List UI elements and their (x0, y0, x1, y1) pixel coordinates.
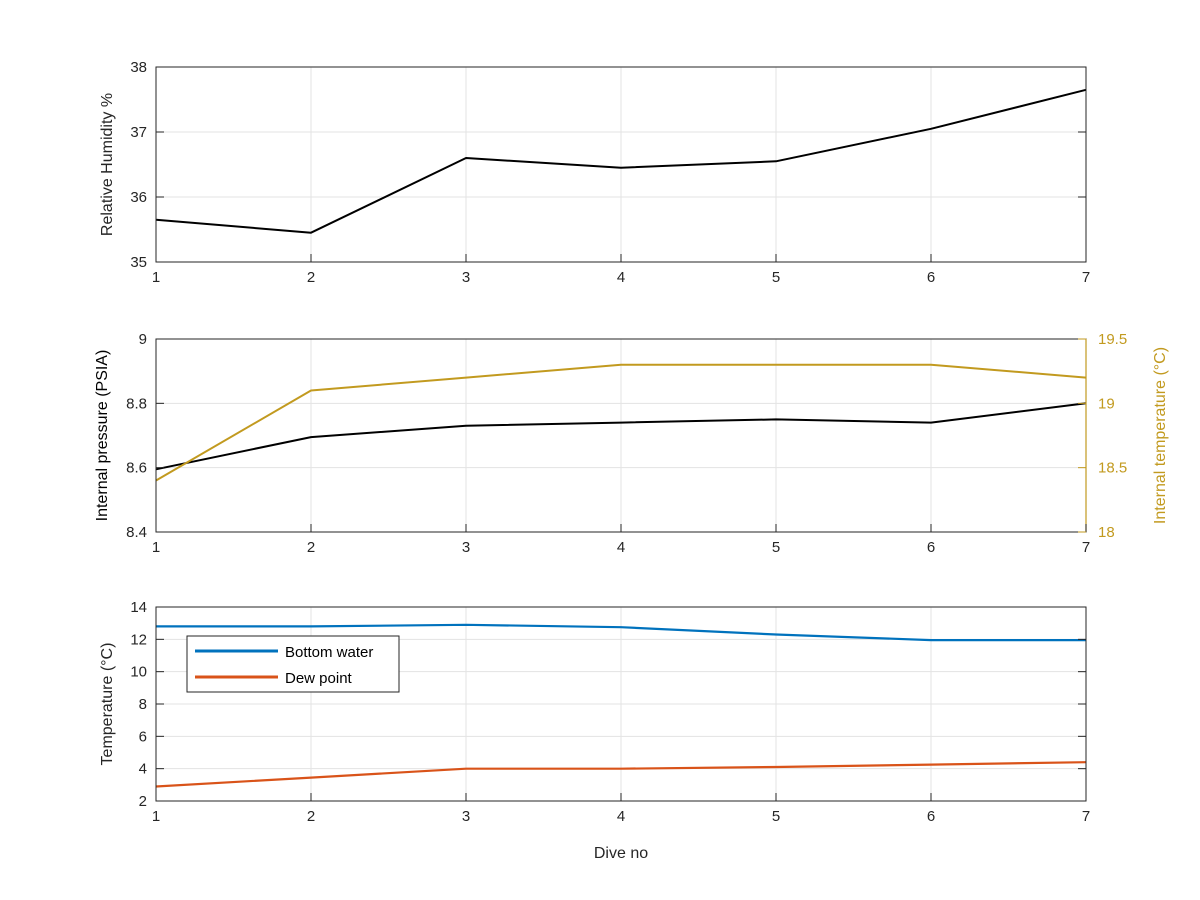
pressure-x-tick-label: 4 (617, 539, 625, 556)
humidity-panel: 1 2 3 4 5 6 7 35 36 37 38 Relative Humidity % (99, 59, 1090, 286)
temperature-y-tick-label: 6 (139, 728, 147, 745)
humidity-x-tick-label: 5 (772, 269, 780, 286)
humidity-lines (155, 88, 1087, 234)
temperature-x-ticks: 1 2 3 4 5 6 7 (152, 793, 1090, 825)
x-axis-label: Dive no (594, 845, 648, 862)
pressure-x-tick-label: 6 (927, 539, 935, 556)
humidity-y-axis-label: Relative Humidity % (99, 93, 116, 236)
temperature-x-tick-label: 6 (927, 808, 935, 825)
temperature-y-axis-label: Temperature (°C) (99, 643, 116, 766)
pressure-x-ticks: 1 2 3 4 5 6 7 (152, 524, 1090, 556)
humidity-x-tick-label: 2 (307, 269, 315, 286)
pressure-y2-tick-label: 18.5 (1098, 460, 1127, 477)
humidity-y-tick-label: 36 (130, 189, 147, 206)
humidity-y-tick-label: 38 (130, 59, 147, 76)
temperature-x-tick-label: 1 (152, 808, 160, 825)
pressure-lines (155, 363, 1087, 482)
humidity-x-tick-label: 7 (1082, 269, 1090, 286)
pressure-series-line-0 (155, 402, 1087, 471)
legend-box (186, 635, 400, 693)
pressure-y-ticks: 8.4 8.6 8.8 9 (126, 331, 164, 541)
pressure-y-tick-label: 8.6 (126, 460, 147, 477)
pressure-x-tick-label: 5 (772, 539, 780, 556)
temperature-x-tick-label: 5 (772, 808, 780, 825)
pressure-x-tick-label: 7 (1082, 539, 1090, 556)
temperature-x-tick-label: 3 (462, 808, 470, 825)
humidity-x-ticks: 1 2 3 4 5 6 7 (152, 254, 1090, 286)
pressure-y2-tick-label: 19 (1098, 395, 1115, 412)
pressure-y2-tick-label: 18 (1098, 524, 1115, 541)
pressure-y2-tick-label: 19.5 (1098, 331, 1127, 348)
temperature-y2-axis-label: Internal temperature (°C) (1152, 347, 1169, 524)
pressure-x-tick-label: 1 (152, 539, 160, 556)
humidity-series-line-0 (155, 88, 1087, 234)
pressure-y-axis-label: Internal pressure (PSIA) (94, 350, 111, 522)
temperature-y-tick-label: 2 (139, 793, 147, 810)
pressure-y-tick-label: 8.4 (126, 524, 147, 541)
legend-label-dew-point: Dew point (285, 670, 353, 687)
pressure-y-tick-label: 8.8 (126, 395, 147, 412)
pressure-temperature-panel: 1 2 3 4 5 6 7 8.4 8.6 8.8 9 18 18.5 19 19.5 Internal… (94, 331, 1169, 556)
legend-label-bottom-water: Bottom water (285, 644, 373, 661)
humidity-x-tick-label: 3 (462, 269, 470, 286)
temperature-y-tick-label: 12 (130, 631, 147, 648)
pressure-series-line-1 (155, 363, 1087, 482)
pressure-y2-ticks: 18 18.5 19 19.5 (1078, 331, 1127, 541)
temperature-lines (155, 623, 1087, 788)
temperature-y-tick-label: 10 (130, 664, 147, 681)
temperature-series-line-0 (156, 623, 1086, 642)
humidity-y-ticks: 35 36 37 38 (130, 59, 1086, 271)
humidity-y-tick-label: 37 (130, 124, 147, 141)
temperature-y-tick-label: 4 (139, 761, 147, 778)
pressure-x-tick-label: 2 (307, 539, 315, 556)
pressure-x-tick-label: 3 (462, 539, 470, 556)
humidity-x-tick-label: 4 (617, 269, 625, 286)
temperature-x-tick-label: 2 (307, 808, 315, 825)
humidity-x-tick-label: 1 (152, 269, 160, 286)
temperature-series-line-1 (155, 761, 1087, 788)
temperature-x-tick-label: 7 (1082, 808, 1090, 825)
humidity-x-tick-label: 6 (927, 269, 935, 286)
humidity-y-tick-label: 35 (130, 254, 147, 271)
temperature-y-tick-label: 8 (139, 696, 147, 713)
temperature-x-tick-label: 4 (617, 808, 625, 825)
pressure-y-tick-label: 9 (139, 331, 147, 348)
temperature-y-tick-label: 14 (130, 599, 147, 616)
temperature-y-ticks: 2 4 6 8 10 12 14 (130, 599, 1086, 810)
legend: Bottom water Dew point (186, 635, 400, 693)
